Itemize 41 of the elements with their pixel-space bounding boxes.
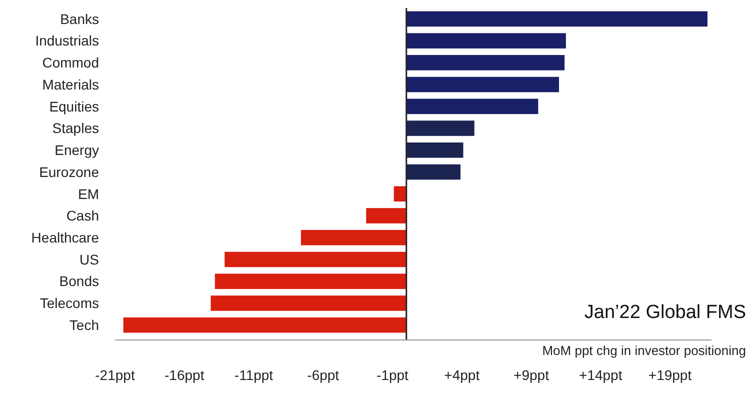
y-tick-label: Commod <box>42 54 99 71</box>
bar <box>366 208 406 224</box>
bar <box>394 186 406 202</box>
y-tick-label: Industrials <box>35 32 99 49</box>
y-tick-label: Cash <box>66 208 99 224</box>
x-tick-label: -16ppt <box>164 367 204 383</box>
bar <box>224 252 406 268</box>
bar <box>406 76 559 92</box>
bar <box>214 274 406 289</box>
y-tick-label: Equities <box>49 98 99 114</box>
y-tick-label: Energy <box>54 142 99 158</box>
y-tick-label: Staples <box>52 120 99 136</box>
x-tick-label: +4ppt <box>444 367 480 383</box>
bar <box>406 142 464 158</box>
y-tick-label: Bonds <box>59 273 99 290</box>
x-tick-label: -21ppt <box>95 367 135 383</box>
text: Jan’22 Global FMS <box>584 302 746 323</box>
x-tick-label: +14ppt <box>579 367 622 383</box>
x-tick-label: +9ppt <box>514 367 550 383</box>
x-tick-label: -6ppt <box>307 367 340 383</box>
y-tick-label: US <box>80 251 99 268</box>
x-tick-label: -11ppt <box>234 367 274 383</box>
bar <box>406 98 538 114</box>
y-tick-label: Telecoms <box>40 295 99 312</box>
bar <box>210 296 406 311</box>
y-tick-label: Banks <box>60 10 99 27</box>
bar <box>406 33 566 48</box>
bar <box>123 317 406 333</box>
x-tick-label: +19ppt <box>648 367 692 383</box>
y-tick-label: Eurozone <box>39 164 100 180</box>
x-tick-label: -1ppt <box>376 367 409 383</box>
text: MoM ppt chg in investor positioning <box>542 343 746 358</box>
y-tick-label: EM <box>78 186 99 202</box>
y-tick-label: Healthcare <box>31 230 100 246</box>
bar <box>300 230 406 246</box>
y-tick-label: Tech <box>69 316 99 333</box>
bar <box>406 164 460 180</box>
bar <box>406 55 565 70</box>
bar <box>406 120 474 136</box>
y-tick-label: Materials <box>42 76 99 92</box>
bar <box>406 11 708 27</box>
